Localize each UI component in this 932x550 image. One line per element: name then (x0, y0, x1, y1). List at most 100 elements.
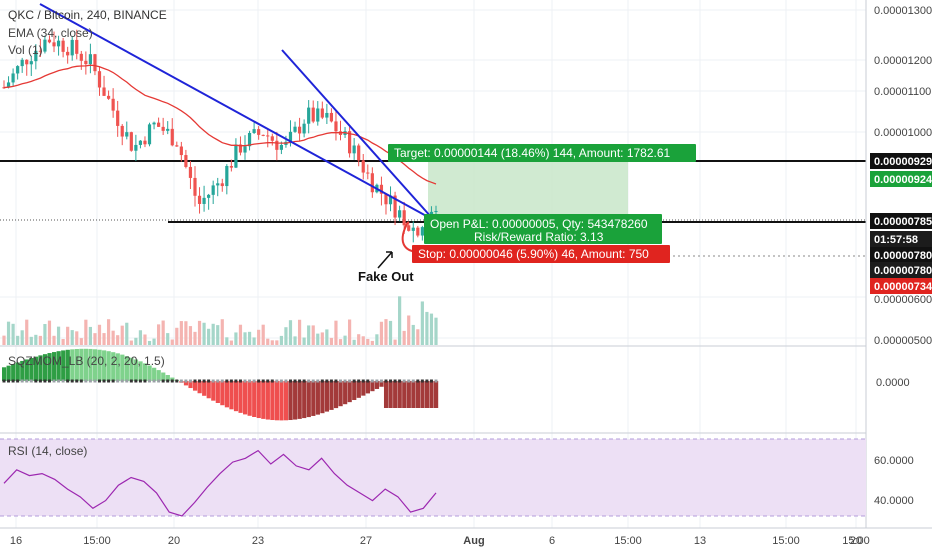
volume-bar (79, 338, 83, 345)
stop-label-box[interactable] (412, 245, 670, 263)
sqzmom-bar (197, 381, 202, 394)
candle-body (116, 110, 120, 126)
volume-bar (416, 329, 420, 345)
sqzmom-label[interactable]: SQZMOM_LB (20, 2, 20, 1.5) (8, 354, 165, 368)
target-zone (428, 161, 628, 222)
candle-body (120, 125, 124, 137)
sqzmom-bar (238, 381, 243, 413)
rsi-label[interactable]: RSI (14, close) (8, 444, 87, 458)
candle-body (111, 98, 115, 111)
volume-bar (275, 340, 279, 345)
sqzmom-bar (133, 359, 139, 381)
candle-body (384, 193, 388, 205)
sqzmom-bar (42, 354, 48, 381)
rsi-tick-label: 60.0000 (874, 455, 914, 467)
candle-body (93, 54, 97, 72)
trendline-steep[interactable] (281, 49, 433, 219)
sqzmom-dot (234, 379, 238, 383)
candle-body (307, 107, 311, 124)
volume-bar (6, 321, 11, 345)
price-marker-label: 0.00000780 (874, 265, 932, 277)
sqzmom-bar (283, 381, 289, 421)
sqzmom-bar (161, 372, 166, 381)
sqzmom-dot (375, 379, 379, 383)
sqzmom-dot (84, 379, 88, 383)
candle-body (43, 39, 47, 52)
sqzmom-dot (279, 379, 283, 383)
volume-bar (257, 329, 261, 345)
sqzmom-bar (33, 356, 39, 381)
sqzmom-dot (407, 379, 411, 383)
pnl-label-box[interactable] (424, 214, 662, 244)
sqzmom-dot (161, 379, 165, 383)
sqzmom-bar (156, 370, 161, 381)
sqzmom-dot (348, 379, 352, 383)
sqzmom-bar (20, 360, 25, 381)
sqzmom-dot (379, 379, 383, 383)
sqzmom-dot (284, 379, 288, 383)
sqzmom-dot (2, 379, 6, 383)
sqzmom-dot (125, 379, 129, 383)
sqzmom-dot (220, 379, 224, 383)
candle-body (125, 132, 129, 137)
sqzmom-dot (266, 379, 270, 383)
candle-body (393, 195, 397, 218)
sqzmom-bar (411, 381, 416, 408)
sqzmom-bar (11, 364, 16, 381)
candle-body (166, 128, 170, 131)
sqzmom-dot (257, 379, 261, 383)
candle-body (193, 177, 197, 196)
sqzmom-dot (389, 379, 393, 383)
candle-body (220, 183, 224, 187)
sqzmom-dot (216, 379, 220, 383)
candle-body (325, 112, 329, 118)
candle-body (302, 123, 306, 134)
sqzmom-dot (243, 379, 247, 383)
sqzmom-dot (420, 379, 424, 383)
vol-legend[interactable]: Vol (1) (8, 43, 43, 57)
volume-bar (302, 337, 306, 345)
price-marker-box (870, 278, 932, 294)
sqzmom-bar (279, 381, 284, 421)
price-marker-label: 0.00000734 (874, 281, 932, 293)
target-label-box[interactable] (388, 144, 696, 162)
ema-legend[interactable]: EMA (34, close) (8, 26, 93, 40)
sqzmom-dot (198, 379, 202, 383)
sqzmom-dot (102, 379, 106, 383)
candle-body (297, 126, 302, 134)
volume-bar (134, 337, 138, 345)
candle-body (257, 129, 261, 135)
sqzmom-dot (298, 379, 302, 383)
price-axis[interactable]: 0.00001300 0.00001200 0.00001100 0.00001000… (870, 5, 932, 507)
volume-bar (56, 326, 61, 345)
volume-bar (238, 324, 243, 345)
sqzmom-bar (202, 381, 207, 396)
sqzmom-bar (47, 353, 52, 381)
volume-bar (84, 319, 88, 345)
candle-body (370, 173, 374, 193)
ema-line (3, 64, 437, 185)
sqzmom-bar (115, 353, 120, 381)
sqzmom-bar (393, 381, 398, 408)
sqzmom-dot (352, 379, 356, 383)
candle-body (52, 42, 56, 47)
trendline-upper[interactable] (39, 3, 431, 219)
candle-body (143, 140, 147, 145)
sqzmom-dot (307, 379, 311, 383)
sqzmom-bar (379, 381, 384, 387)
sqzmom-dot (70, 379, 74, 383)
candle-body (225, 166, 229, 187)
volume-bar (143, 334, 147, 345)
volume-bar (243, 332, 247, 345)
candle-body (79, 53, 83, 61)
volume-bar (297, 319, 302, 345)
volume-bar (279, 335, 283, 345)
rsi-band (0, 439, 866, 516)
sqzmom-dot (120, 379, 124, 383)
sqzmom-bar (192, 381, 198, 391)
sqzmom-bar (247, 381, 252, 416)
candle-body (102, 87, 106, 96)
sqzmom-bar (102, 350, 107, 381)
